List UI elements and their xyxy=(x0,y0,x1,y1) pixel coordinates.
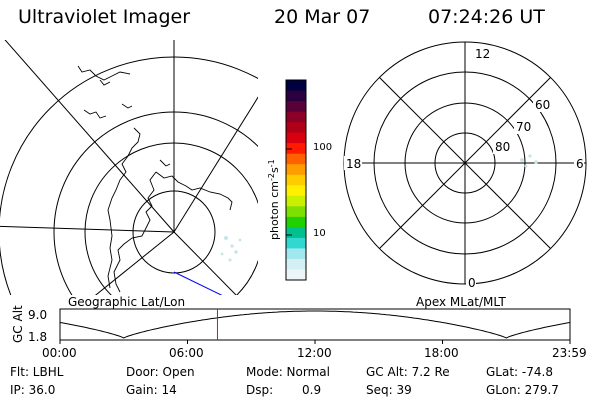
y-tick-label-max: 9.0 xyxy=(28,308,47,322)
timeline-y-axis-label: GC Alt xyxy=(11,305,25,343)
aurora-emission xyxy=(220,236,242,262)
lat-circle-inner xyxy=(84,142,258,295)
mlt-label-18: 18 xyxy=(346,157,361,171)
apex-map-label: Apex MLat/MLT xyxy=(416,295,506,309)
mode-info: Mode: Normal xyxy=(246,365,330,379)
colorbar-band xyxy=(286,101,306,113)
instrument-title: Ultraviolet Imager xyxy=(18,6,191,28)
filter-info: Flt: LBHL xyxy=(10,365,64,379)
apex-polar-plot: 12 18 6 0 60 70 80 xyxy=(343,41,587,290)
timeline-x-ticks xyxy=(59,340,571,344)
lat-circle-mid xyxy=(53,111,258,295)
observation-date: 20 Mar 07 xyxy=(274,6,371,28)
geographic-map xyxy=(0,40,258,295)
colorbar-frame xyxy=(285,79,307,281)
satellite-track xyxy=(173,271,223,295)
colorbar-band xyxy=(286,111,306,123)
meridian-line xyxy=(95,231,175,295)
glat-info: GLat: -74.8 xyxy=(486,365,553,379)
colorbar-band xyxy=(286,185,306,197)
coastline-south-america xyxy=(77,65,141,289)
gain-info: Gain: 14 xyxy=(126,383,177,397)
y-tick-label-min: 1.8 xyxy=(28,330,47,344)
mlat-label-70: 70 xyxy=(516,120,531,134)
colorbar-band xyxy=(286,122,306,134)
mlt-label-0: 0 xyxy=(468,276,476,290)
colorbar-band xyxy=(286,80,306,92)
colorbar-band xyxy=(286,132,306,144)
timeline-frame xyxy=(59,308,571,341)
colorbar-gradient xyxy=(286,80,306,281)
x-tick-label: 00:00 xyxy=(42,346,77,360)
glon-info: GLon: 279.7 xyxy=(486,383,559,397)
lat-circle-outer xyxy=(0,56,258,295)
ip-info: IP: 36.0 xyxy=(10,383,56,397)
meridian-line xyxy=(173,96,258,233)
colorbar-band xyxy=(286,153,306,165)
meridian-line xyxy=(0,225,175,233)
meridian-line xyxy=(4,40,175,233)
colorbar-band xyxy=(286,216,306,228)
dsp-label: Dsp: xyxy=(246,383,274,397)
colorbar-band xyxy=(286,206,306,218)
door-info: Door: Open xyxy=(126,365,195,379)
colorbar-band xyxy=(286,143,306,155)
mlt-label-6: 6 xyxy=(576,157,584,171)
dsp-value: 0.9 xyxy=(302,383,322,397)
colorbar-band xyxy=(286,90,306,102)
colorbar-band xyxy=(286,174,306,186)
colorbar-band xyxy=(286,195,306,207)
x-tick-label: 23:59 xyxy=(552,346,587,360)
colorbar-band xyxy=(286,227,306,239)
colorbar-band xyxy=(286,248,306,260)
x-tick-label: 18:00 xyxy=(424,346,459,360)
colorbar-band xyxy=(286,258,306,270)
intensity-colorbar: photon cm-2s-1 xyxy=(267,79,307,281)
meridian-line xyxy=(173,231,237,295)
colorbar-band xyxy=(286,164,306,176)
colorbar-tick-label-100: 100 xyxy=(313,142,333,153)
mlat-label-60: 60 xyxy=(535,98,550,112)
x-tick-label: 06:00 xyxy=(169,346,204,360)
colorbar-tick-label-10: 10 xyxy=(313,228,326,239)
coastline-islands xyxy=(83,103,133,119)
seq-info: Seq: 39 xyxy=(366,383,412,397)
altitude-timeline: GC Alt 9.0 1.8 00:00 06:00 12:00 18:00 2… xyxy=(11,305,587,360)
gc-alt-info: GC Alt: 7.2 Re xyxy=(366,365,450,379)
colorbar-band xyxy=(286,237,306,249)
colorbar-band xyxy=(286,269,306,281)
observation-time: 07:24:26 UT xyxy=(428,6,545,28)
x-tick-label: 12:00 xyxy=(297,346,332,360)
mlt-label-12: 12 xyxy=(475,47,490,61)
geographic-map-label: Geographic Lat/Lon xyxy=(68,295,186,309)
coastline-antarctica xyxy=(113,159,233,293)
mlt-diagonal xyxy=(379,77,551,249)
altitude-curve xyxy=(59,310,571,339)
aurora-emission xyxy=(520,154,538,168)
colorbar-axis-label: photon cm-2s-1 xyxy=(267,159,281,240)
mlat-label-80: 80 xyxy=(495,140,510,154)
